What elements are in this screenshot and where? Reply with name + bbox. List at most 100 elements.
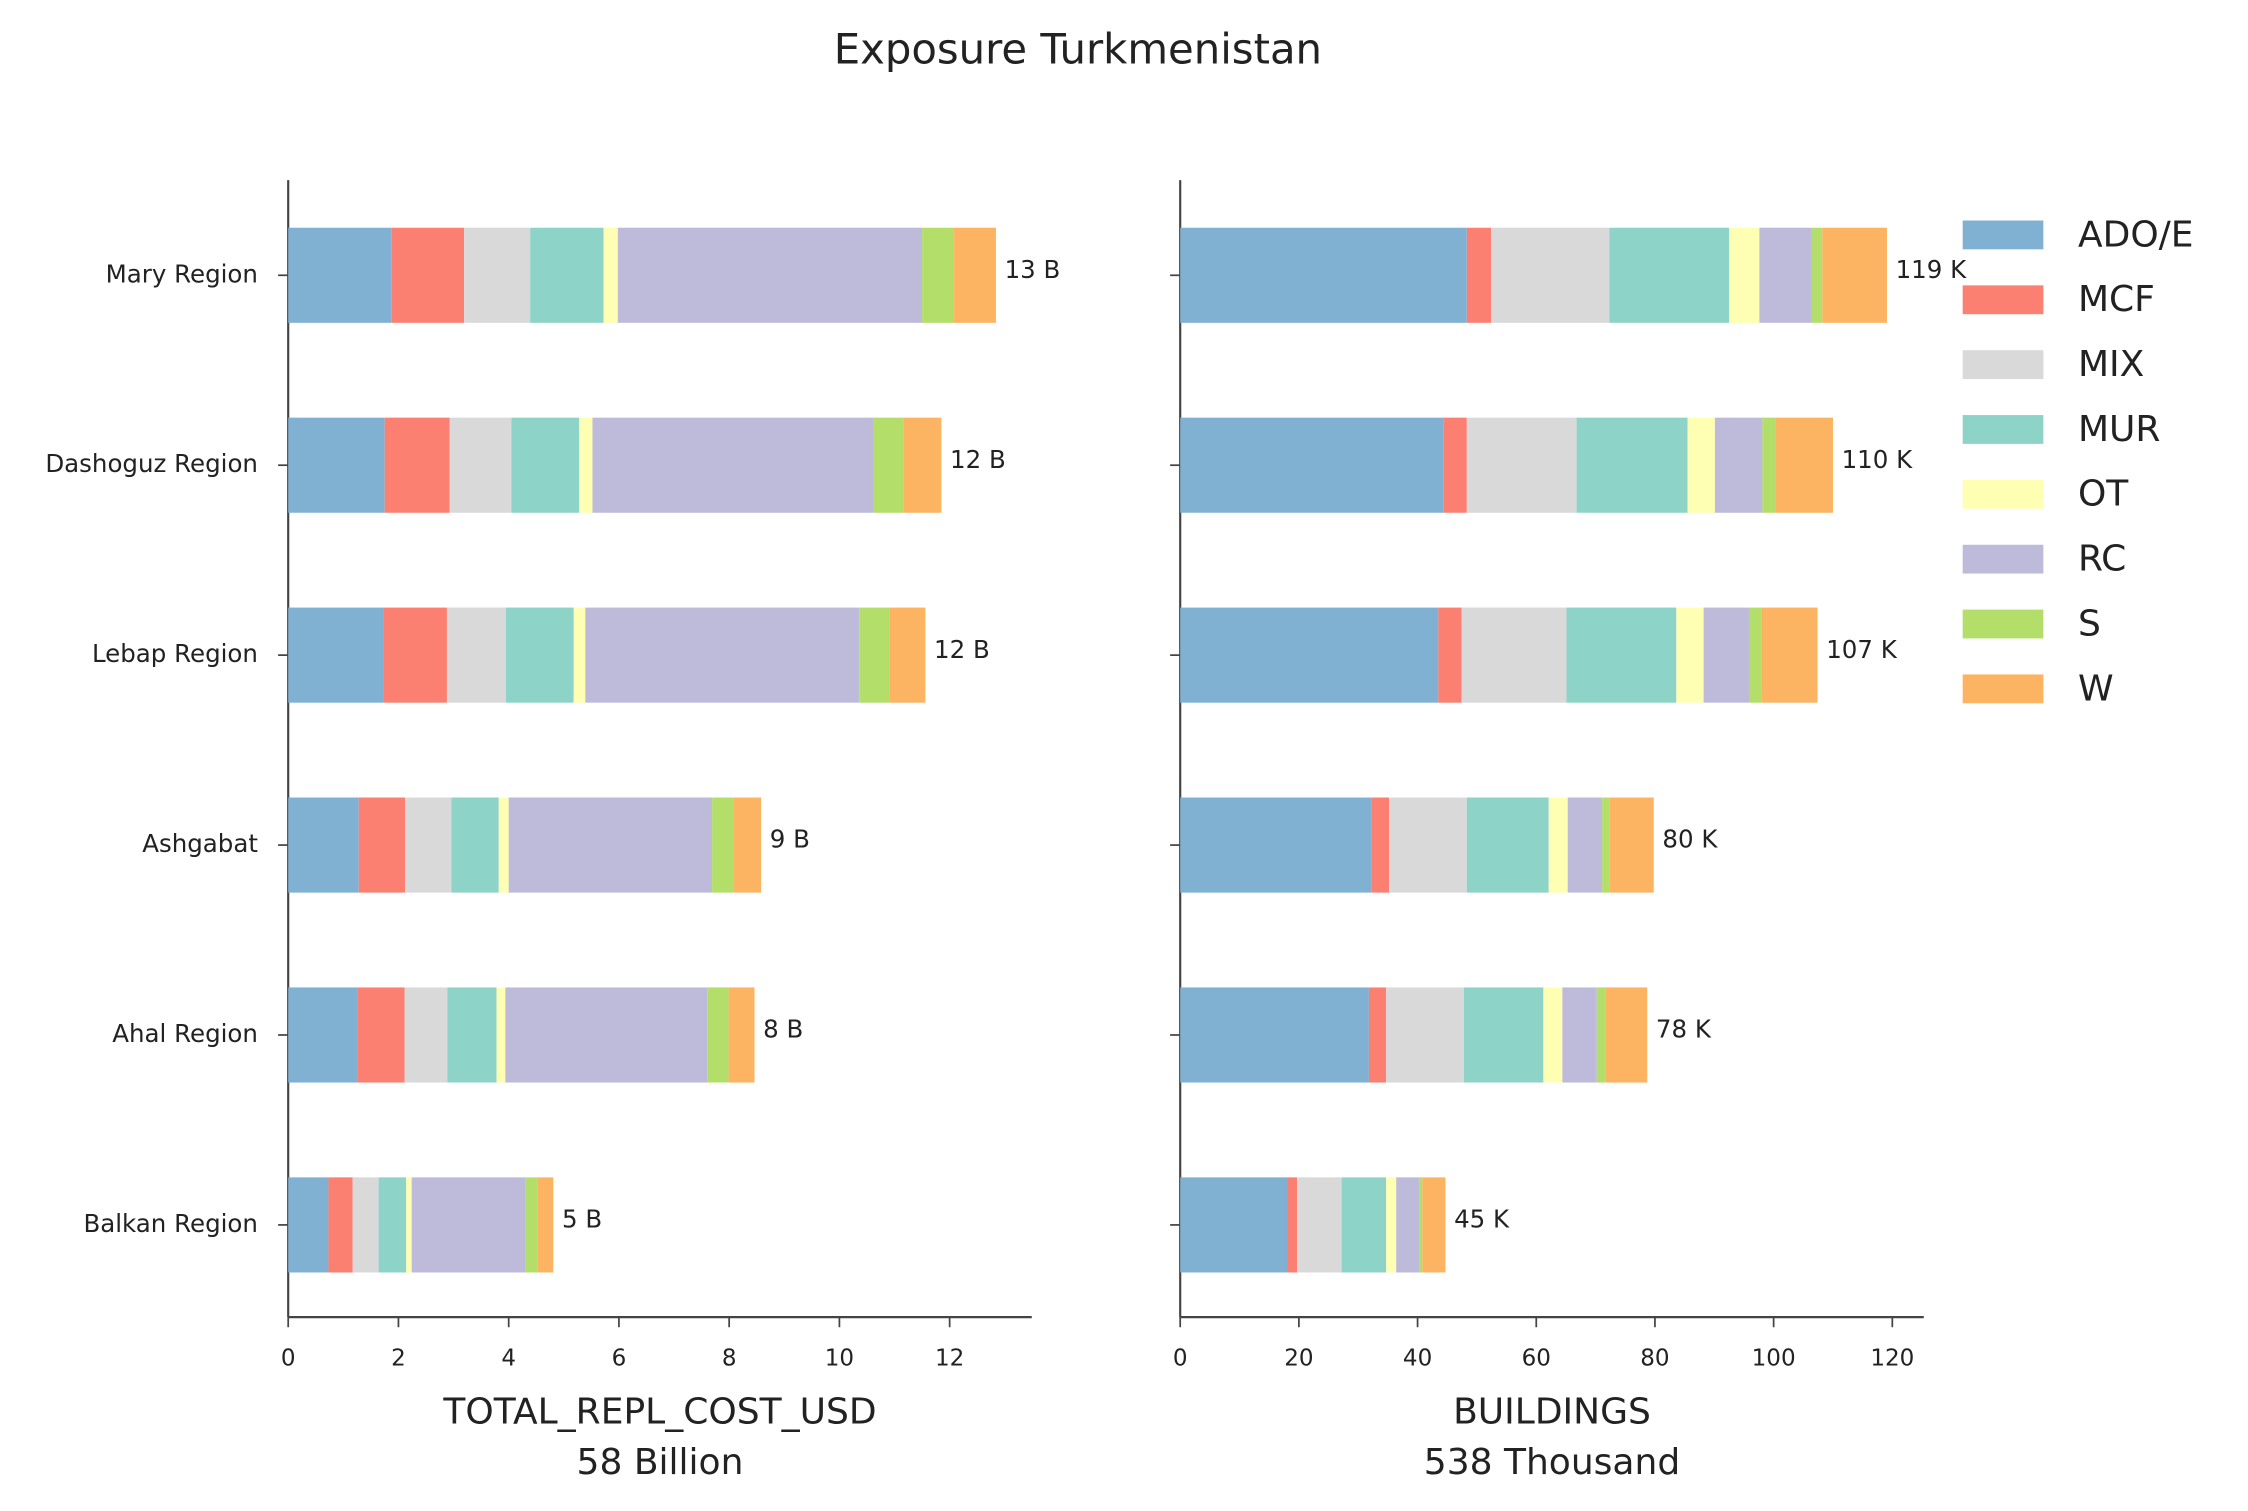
bar-segment [859, 607, 890, 703]
bar-segment [1180, 417, 1444, 513]
bar-segment [288, 987, 358, 1083]
bar-segment [1596, 987, 1606, 1083]
bar-segment [1687, 417, 1715, 513]
bar-segment [728, 987, 755, 1083]
bar-segment [1180, 1177, 1288, 1273]
bar-segment [288, 607, 384, 703]
bar-segment [1341, 1177, 1387, 1273]
total-label: 12 B [950, 445, 1006, 474]
bar-segment [1759, 227, 1812, 323]
bar-segment [1729, 227, 1760, 323]
y-tick-label: Dashoguz Region [45, 449, 258, 478]
bar-segment [1576, 417, 1688, 513]
bar-segment [733, 797, 762, 893]
legend-label: MUR [2078, 409, 2160, 450]
bar-segment [378, 1177, 407, 1273]
legend-label: W [2078, 668, 2114, 709]
x-tick-label: 0 [281, 1345, 296, 1371]
legend-label: MCF [2078, 279, 2155, 320]
bar-segment [1463, 987, 1544, 1083]
x-tick-label: 6 [612, 1345, 627, 1371]
bar-segment [505, 607, 574, 703]
x-tick-label: 60 [1522, 1345, 1551, 1371]
bar-segment [903, 417, 942, 513]
bar-segment [508, 797, 713, 893]
bar-segment [530, 227, 604, 323]
bar-segment [1443, 417, 1467, 513]
bar-segment [707, 987, 729, 1083]
x-tick-label: 100 [1752, 1345, 1796, 1371]
bar-segment [358, 797, 406, 893]
bar-segment [405, 797, 452, 893]
bar-segment [1389, 797, 1467, 893]
y-tick-label: Mary Region [106, 259, 258, 288]
legend-label: S [2078, 603, 2101, 644]
bar-segment [1466, 797, 1549, 893]
bar-segment [1371, 797, 1390, 893]
total-label: 110 K [1842, 445, 1914, 474]
legend-label: MIX [2078, 344, 2144, 385]
bar-segment [1676, 607, 1704, 703]
x-tick-label: 40 [1403, 1345, 1432, 1371]
total-label: 12 B [934, 635, 990, 664]
bar-segment [1438, 607, 1462, 703]
bar-segment [1461, 607, 1567, 703]
bar-segment [1297, 1177, 1342, 1273]
bar-segment [579, 417, 593, 513]
bar-segment [449, 417, 512, 513]
bar-segment [1548, 797, 1568, 893]
legend-swatch [1962, 544, 2044, 574]
total-label: 119 K [1896, 255, 1968, 284]
total-label: 5 B [562, 1205, 602, 1234]
bar-segment [1602, 797, 1610, 893]
x-tick-label: 120 [1870, 1345, 1914, 1371]
total-label: 9 B [770, 825, 810, 854]
bar-segment [328, 1177, 353, 1273]
legend-swatch [1962, 609, 2044, 639]
bar-segment [496, 987, 506, 1083]
bar-segment [447, 987, 497, 1083]
bar-segment [1761, 607, 1818, 703]
bar-segment [537, 1177, 554, 1273]
bar-segment [464, 227, 531, 323]
bar-segment [573, 607, 586, 703]
y-tick-label: Balkan Region [83, 1209, 257, 1238]
bar-segment [288, 797, 359, 893]
total-label: 8 B [763, 1015, 803, 1044]
x-tick-label: 8 [722, 1345, 737, 1371]
total-label: 107 K [1826, 635, 1898, 664]
bar-segment [712, 797, 734, 893]
bar-segment [288, 1177, 329, 1273]
bar-segment [1419, 1177, 1423, 1273]
bar-segment [451, 797, 499, 893]
bar-segment [498, 797, 509, 893]
x-axis-label: TOTAL_REPL_COST_USD [442, 1392, 876, 1433]
x-tick-label: 10 [825, 1345, 854, 1371]
x-tick-label: 80 [1640, 1345, 1669, 1371]
y-tick-label: Ahal Region [112, 1019, 258, 1048]
x-tick-label: 4 [501, 1345, 516, 1371]
legend-swatch [1962, 415, 2044, 444]
bar-segment [603, 227, 618, 323]
total-label: 78 K [1656, 1015, 1712, 1044]
legend-swatch [1962, 479, 2044, 509]
bar-segment [1180, 227, 1467, 323]
legend-swatch [1962, 674, 2044, 704]
bar-segment [391, 227, 465, 323]
bar-segment [1562, 987, 1597, 1083]
bar-segment [446, 607, 506, 703]
bar-segment [1491, 227, 1610, 323]
bar-segment [1762, 417, 1776, 513]
bar-segment [1775, 417, 1833, 513]
y-tick-label: Lebap Region [92, 639, 258, 668]
bar-segment [954, 227, 996, 323]
legend-label: RC [2078, 539, 2126, 580]
x-axis-note: 58 Billion [577, 1442, 744, 1483]
bar-segment [404, 987, 448, 1083]
bar-segment [889, 607, 926, 703]
total-label: 80 K [1662, 825, 1718, 854]
bar-segment [1466, 417, 1577, 513]
bar-segment [1609, 227, 1730, 323]
bar-segment [1180, 797, 1372, 893]
